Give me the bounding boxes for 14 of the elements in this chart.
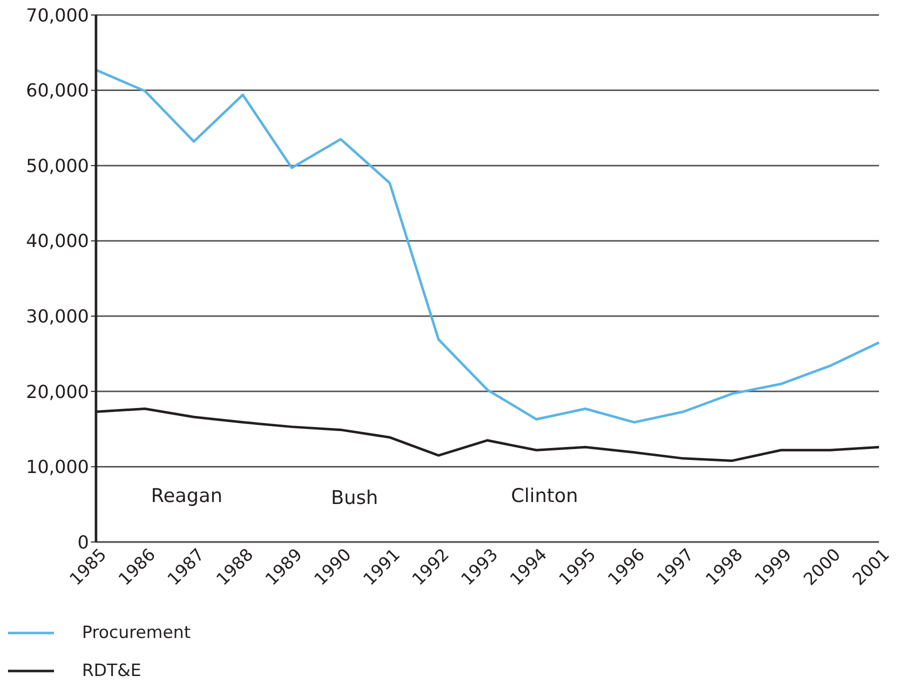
y-tick-label: 30,000 bbox=[26, 306, 89, 328]
y-tick-label: 10,000 bbox=[26, 457, 89, 478]
y-tick-label: 70,000 bbox=[26, 5, 89, 26]
legend-label: RDT&E bbox=[82, 661, 142, 681]
y-tick-label: 0 bbox=[78, 532, 89, 554]
legend-label: Procurement bbox=[82, 623, 191, 643]
annotation: Clinton bbox=[511, 485, 578, 507]
y-tick-label: 40,000 bbox=[26, 231, 89, 252]
y-tick-label: 50,000 bbox=[26, 156, 89, 177]
annotation: Bush bbox=[331, 487, 378, 509]
annotation: Reagan bbox=[151, 485, 222, 507]
y-tick-label: 60,000 bbox=[26, 80, 89, 102]
y-tick-label: 20,000 bbox=[26, 382, 89, 403]
line-series bbox=[94, 68, 880, 424]
